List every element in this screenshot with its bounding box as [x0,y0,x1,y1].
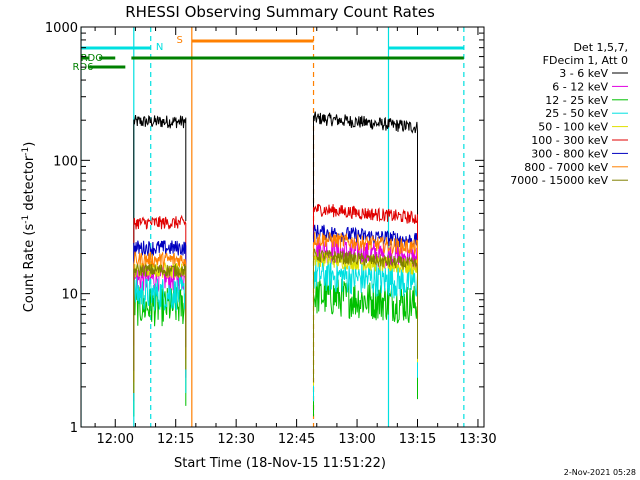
x-tick-label-0: 12:00 [97,432,134,447]
series-trace-7-seg0 [133,251,187,383]
y-axis-label-part2: detector [22,155,37,215]
legend-header-line2: FDecim 1, Att 0 [543,54,628,67]
legend-label-7: 800 - 7000 keV [524,161,608,174]
series-trace-8-seg0 [133,263,187,393]
legend-label-3: 25 - 50 keV [545,107,608,120]
x-tick-label-4: 13:00 [338,432,375,447]
flag-label-2: RDO [81,53,104,64]
series-trace-8-seg1 [313,248,418,383]
y-axis-label-sup1: -1 [21,215,31,224]
x-tick-label-1: 12:15 [157,432,194,447]
series-trace-5-seg0 [133,214,187,346]
footer-date: 2-Nov-2021 05:28 [564,468,636,477]
series-trace-6-seg0 [133,240,187,371]
x-tick-label-6: 13:30 [459,432,496,447]
series-trace-7-seg1 [313,232,418,366]
flag-label-1: S [177,35,183,46]
x-axis-label: Start Time (18-Nov-15 11:51:22) [174,456,386,471]
series-trace-0-seg1 [313,111,418,246]
series-trace-5-seg1 [313,203,418,337]
series-trace-0-seg0 [133,114,187,245]
plot-frame [80,26,485,428]
legend-label-8: 7000 - 15000 keV [510,174,608,187]
y-axis-label: Count Rate (s-1 detector-1) [21,142,37,313]
legend-label-1: 6 - 12 keV [552,80,608,93]
series-trace-2-seg1 [313,277,418,417]
legend-label-2: 12 - 25 keV [545,94,608,107]
y-tick-label-0: 1 [70,421,78,436]
y-tick-label-2: 100 [53,154,78,169]
y-tick-label-1: 10 [61,288,78,303]
series-trace-4-seg1 [313,251,418,386]
x-tick-label-5: 13:15 [399,432,436,447]
legend-label-0: 3 - 6 keV [559,67,608,80]
legend-label-5: 100 - 300 keV [531,134,608,147]
legend-label-6: 300 - 800 keV [531,147,608,160]
y-axis-label-sup2: -1 [21,147,31,156]
plot-content [81,27,465,427]
y-axis-label-part3: ) [22,142,37,147]
legend-header-line1: Det 1,5,7, [573,41,628,54]
series-trace-3-seg0 [133,276,187,417]
y-tick-label-3: 1000 [45,21,78,36]
axes: 12:00 12:15 12:30 12:45 13:00 13:15 13:30 1 10 10… [45,21,497,447]
chart-title: RHESSI Observing Summary Count Rates [125,3,435,21]
flag-label-0: N [156,42,163,53]
y-axis-label-part1: Count Rate (s [22,224,37,313]
x-tick-label-2: 12:30 [217,432,254,447]
plot-area [81,27,465,427]
legend-label-4: 50 - 100 keV [538,121,608,134]
x-tick-label-3: 12:45 [278,432,315,447]
